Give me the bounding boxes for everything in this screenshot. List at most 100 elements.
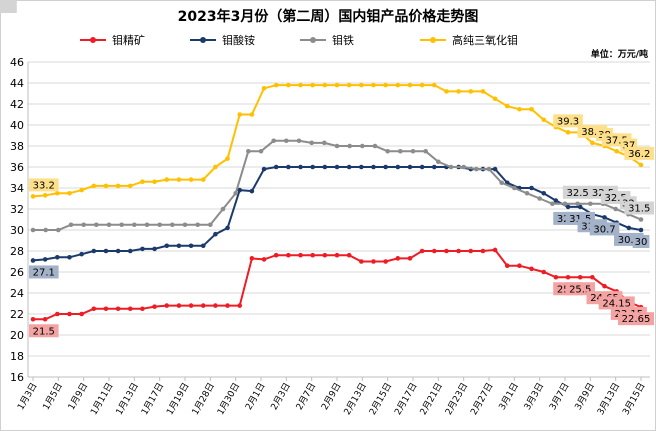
data-point xyxy=(602,283,607,289)
data-point xyxy=(298,252,303,258)
data-point xyxy=(213,303,218,308)
data-point xyxy=(431,82,437,88)
data-point xyxy=(127,306,133,312)
data-label-box xyxy=(29,265,59,279)
x-tick-label: 3月1日 xyxy=(497,381,521,412)
data-point xyxy=(144,222,150,228)
data-point xyxy=(261,257,267,262)
data-point xyxy=(480,248,486,254)
data-label-text: 24.15 xyxy=(602,298,631,309)
data-label-text: 36.2 xyxy=(628,149,650,160)
data-point xyxy=(296,138,302,144)
data-point xyxy=(360,143,365,149)
y-tick-label: 18 xyxy=(10,350,24,363)
data-label-text: 38.3 xyxy=(581,127,603,138)
data-point xyxy=(322,164,328,170)
data-point xyxy=(553,274,559,280)
data-point xyxy=(140,246,145,252)
legend-marker xyxy=(200,37,206,43)
data-point xyxy=(346,82,352,88)
data-point xyxy=(225,156,230,161)
data-label-text: 39.3 xyxy=(557,116,579,127)
data-point xyxy=(553,198,559,203)
data-point xyxy=(200,177,206,182)
data-point xyxy=(499,180,504,186)
data-label-text: 30.2 xyxy=(618,235,640,246)
data-point xyxy=(152,246,157,252)
data-point xyxy=(395,82,401,88)
data-point xyxy=(371,82,376,88)
y-tick-label: 26 xyxy=(10,266,24,279)
data-label: 33.2 xyxy=(29,178,59,192)
data-point xyxy=(176,303,182,308)
data-point xyxy=(119,222,124,228)
data-label-text: 22.65 xyxy=(622,314,651,325)
legend-marker xyxy=(430,37,436,43)
data-point xyxy=(91,183,97,189)
data-point xyxy=(310,252,315,258)
data-point xyxy=(170,222,175,228)
x-tick-label: 2月9日 xyxy=(319,381,343,412)
data-point xyxy=(152,304,157,309)
x-tick-label: 2月13日 xyxy=(342,381,369,417)
data-point xyxy=(200,303,206,308)
x-tick-label: 2月17日 xyxy=(392,381,419,417)
data-label: 31.5 xyxy=(624,201,654,215)
data-point xyxy=(30,227,36,233)
data-point xyxy=(504,103,510,109)
data-label-box xyxy=(589,222,620,236)
data-point xyxy=(91,248,97,254)
data-point xyxy=(249,256,255,261)
data-point xyxy=(385,148,390,154)
data-label: 39.3 xyxy=(553,114,583,128)
data-point xyxy=(529,106,534,112)
data-point xyxy=(237,112,243,117)
data-label-text: 31 xyxy=(0,0,6,3)
data-point xyxy=(79,251,84,257)
data-label-box xyxy=(29,324,59,338)
data-label-box xyxy=(618,312,654,326)
data-label-text: 32.5 xyxy=(605,193,627,204)
y-tick-label: 32 xyxy=(10,203,24,216)
data-point xyxy=(176,177,182,182)
data-point xyxy=(436,159,441,165)
data-point xyxy=(30,258,36,263)
legend-label: 钼酸铵 xyxy=(222,33,255,47)
data-point xyxy=(565,130,571,135)
x-tick-label: 1月17日 xyxy=(139,381,166,417)
data-point xyxy=(220,206,226,212)
data-point xyxy=(164,303,170,308)
data-point xyxy=(115,306,121,312)
data-point xyxy=(517,263,522,269)
y-tick-label: 42 xyxy=(10,98,24,111)
data-label-box xyxy=(29,178,59,192)
x-tick-label: 2月21日 xyxy=(418,381,445,417)
data-point xyxy=(613,206,618,212)
data-point xyxy=(359,259,364,264)
x-tick-label: 1月9日 xyxy=(66,381,90,412)
data-point xyxy=(359,82,364,88)
data-point xyxy=(298,82,303,88)
y-tick-label: 46 xyxy=(10,56,24,69)
data-point xyxy=(286,164,291,170)
legend-marker xyxy=(310,37,316,43)
data-point xyxy=(103,306,109,312)
data-point xyxy=(575,201,580,207)
x-tick-label: 3月3日 xyxy=(522,381,546,412)
data-point xyxy=(565,204,571,210)
data-point xyxy=(541,117,547,123)
data-point xyxy=(322,140,327,146)
data-point xyxy=(590,140,595,146)
data-point xyxy=(81,222,86,228)
y-tick-label: 22 xyxy=(10,308,24,321)
data-point xyxy=(91,306,97,312)
data-point xyxy=(42,257,48,262)
legend-item: 钼精矿 xyxy=(80,33,145,47)
data-point xyxy=(132,222,137,228)
y-tick-label: 16 xyxy=(10,371,24,384)
data-label-box xyxy=(553,114,583,128)
data-point xyxy=(273,252,279,258)
data-point xyxy=(431,248,437,254)
